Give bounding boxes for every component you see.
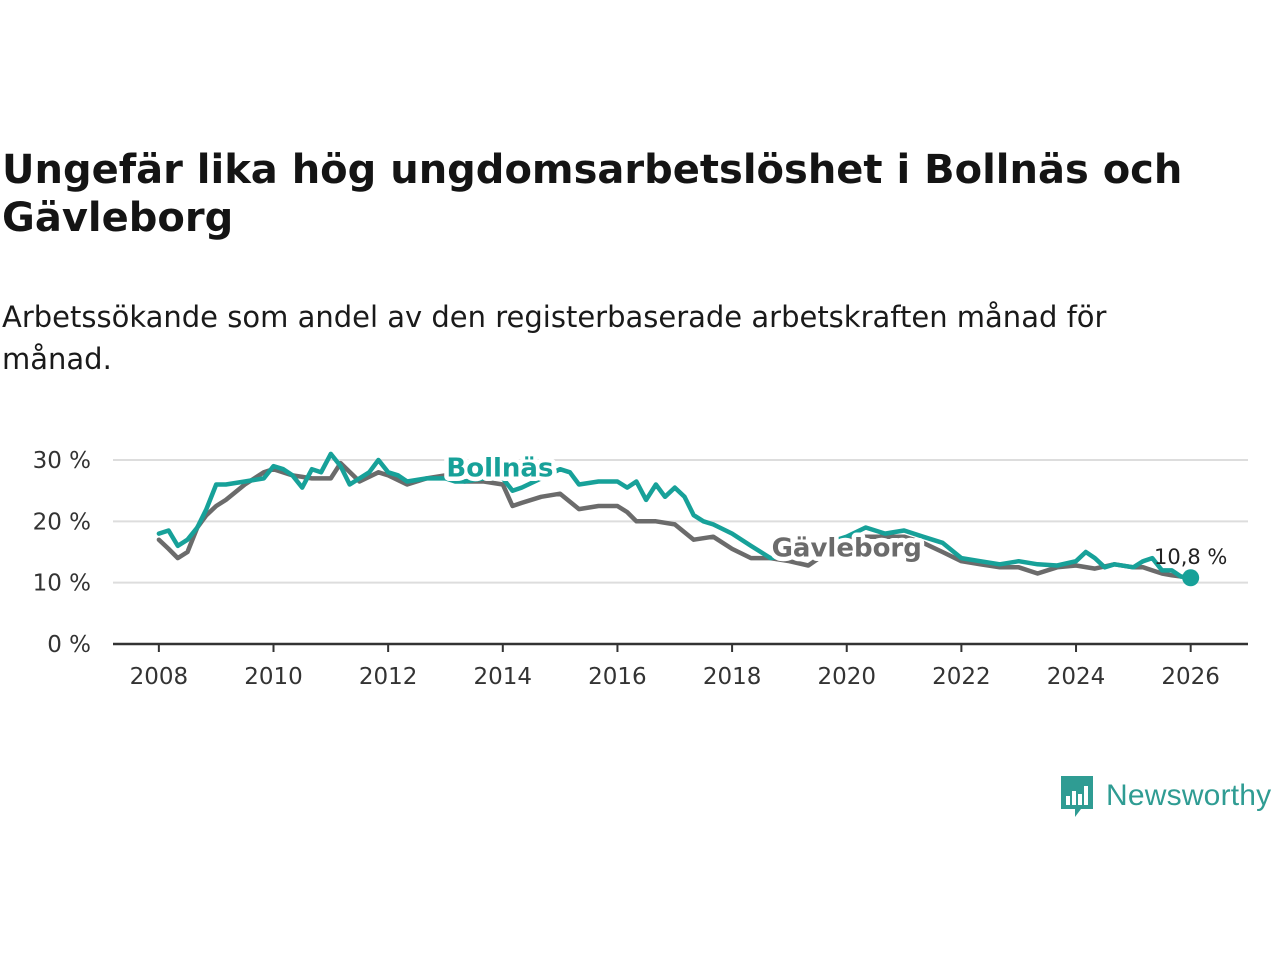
end-point-marker — [1182, 569, 1200, 587]
x-tick-label: 2012 — [359, 664, 418, 690]
x-tick-label: 2016 — [588, 664, 647, 690]
x-tick-label: 2020 — [817, 664, 876, 690]
gridlines — [113, 459, 1248, 584]
series-label-bollnas: Bollnäs — [446, 454, 553, 484]
x-tick-label: 2008 — [130, 664, 189, 690]
x-axis: 2008 2010 2012 2014 2016 2018 2020 2022 2024 2026 — [113, 642, 1248, 690]
y-tick-label: 30 % — [33, 448, 91, 474]
brand-logo: Newsworthy — [1058, 772, 1271, 820]
x-tick-label: 2018 — [703, 664, 762, 690]
x-tick-label: 2022 — [932, 664, 991, 690]
series-lines — [156, 451, 1193, 581]
x-tick-label: 2010 — [244, 664, 303, 690]
y-axis-tick-labels: 0 % 10 % 20 % 30 % — [33, 448, 91, 658]
x-tick-label: 2014 — [474, 664, 533, 690]
y-tick-label: 10 % — [33, 571, 91, 597]
newsworthy-logo-icon — [1061, 776, 1093, 817]
series-label-gavleborg-halo: Gävleborg — [772, 533, 922, 563]
x-tick-label: 2026 — [1161, 664, 1220, 690]
y-tick-label: 20 % — [33, 509, 91, 535]
chart-title: Ungefär lika hög ungdomsarbetslöshet i B… — [2, 147, 1183, 241]
x-tick-label: 2024 — [1047, 664, 1106, 690]
y-tick-label: 0 % — [47, 632, 91, 658]
series-line-bollnas — [156, 451, 1193, 581]
series-label-gavleborg: Gävleborg — [772, 533, 922, 563]
brand-name: Newsworthy — [1106, 779, 1272, 812]
series-line-gavleborg — [156, 460, 1193, 581]
line-chart: 0 % 10 % 20 % 30 % 2008 2010 2012 2014 2016 2018… — [33, 448, 1248, 690]
series-label-bollnas-halo: Bollnäs — [446, 454, 553, 484]
chart-subtitle: Arbetssökande som andel av den registerb… — [2, 300, 1107, 376]
end-value-label: 10,8 % — [1154, 545, 1227, 569]
